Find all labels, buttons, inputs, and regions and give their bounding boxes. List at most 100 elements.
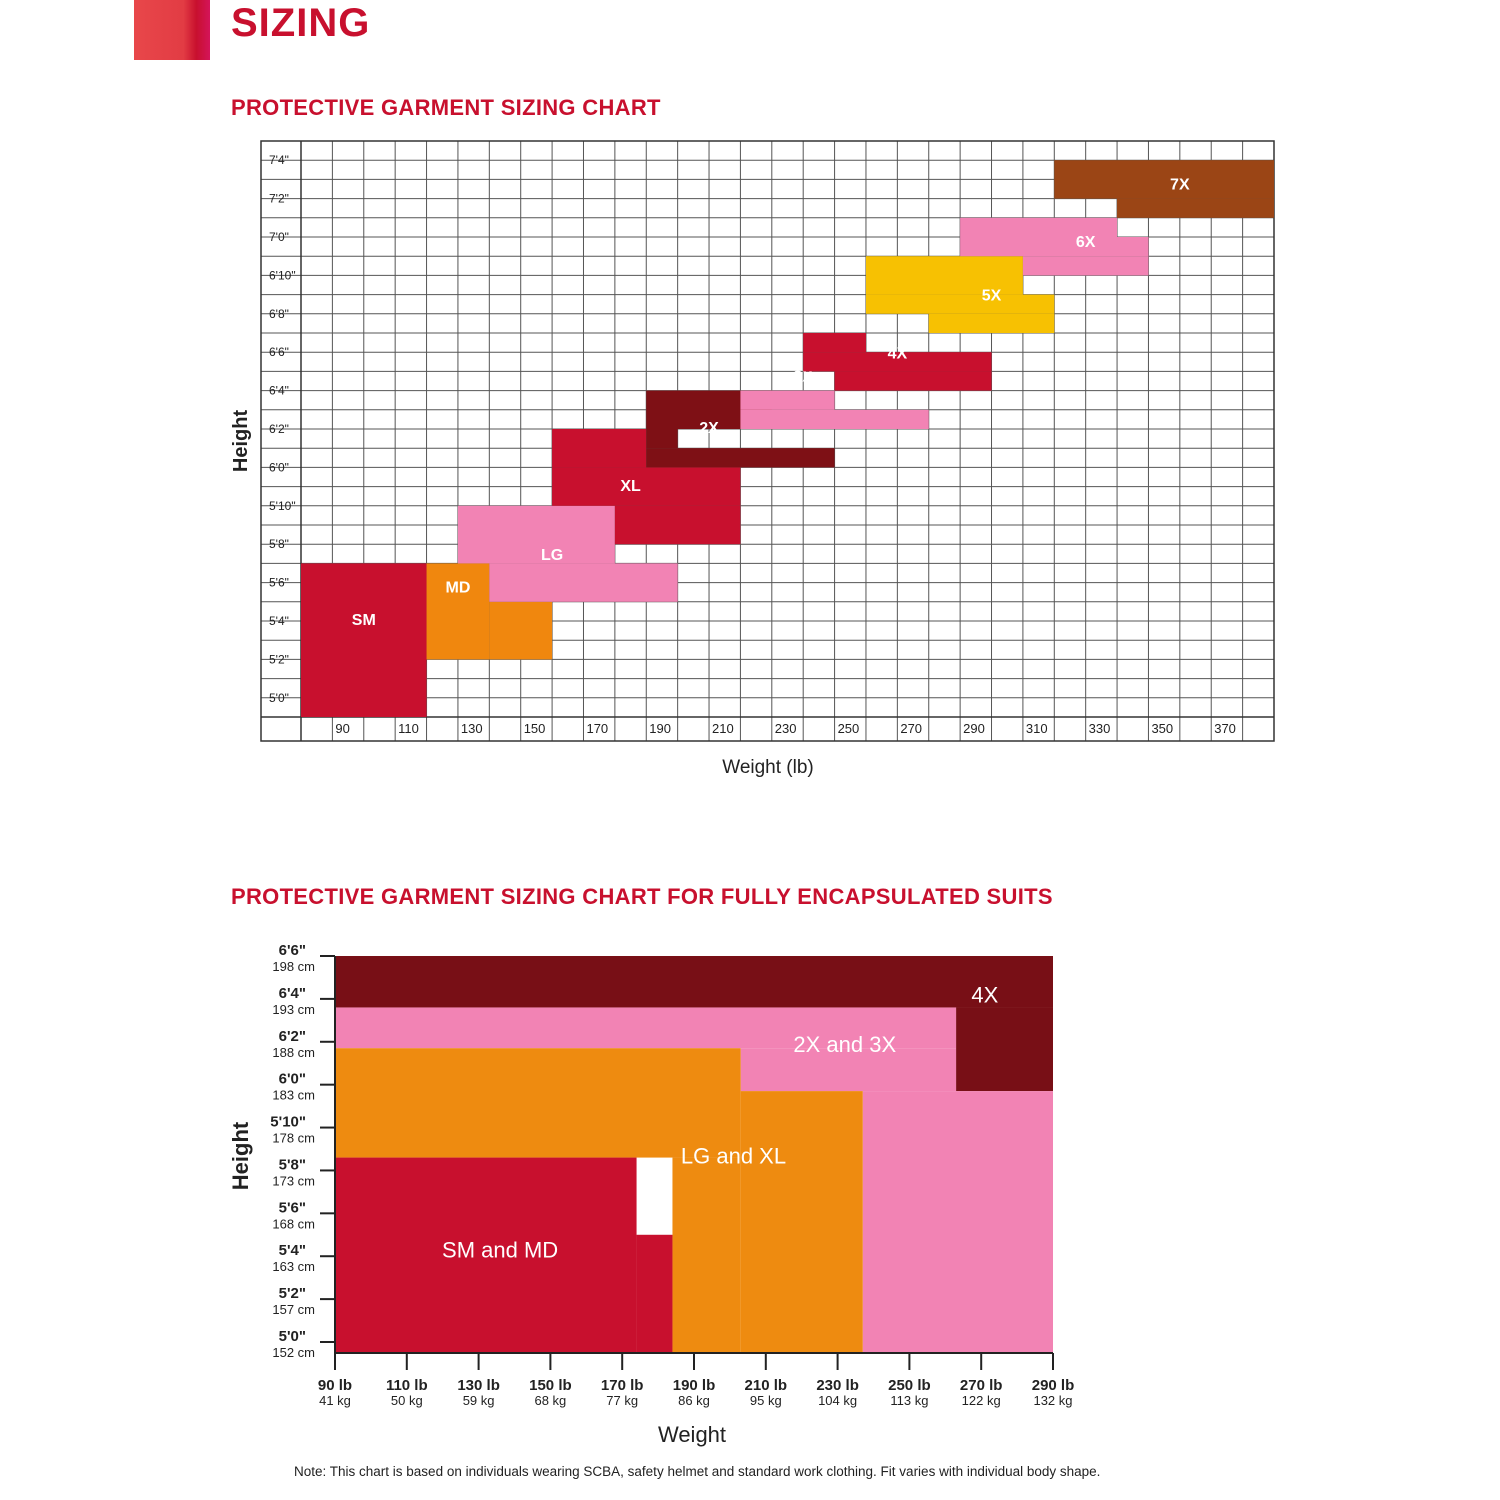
- chart-note: Note: This chart is based on individuals…: [294, 1464, 1101, 1479]
- size-block-sm-and-md: [636, 1234, 673, 1353]
- size-region-xl: XL: [552, 429, 741, 545]
- y-tick-label: 5'6": [279, 1199, 306, 1216]
- x-tick-label: 110 lb: [386, 1377, 428, 1394]
- x-tick-label: 190 lb: [673, 1377, 716, 1394]
- size-label-5x: 5X: [982, 288, 1002, 305]
- y-tick-label: 6'0": [269, 460, 289, 474]
- y-tick-label: 6'10": [269, 268, 296, 282]
- size-label-sm-and-md: SM and MD: [442, 1238, 558, 1263]
- x-tick-label: 130 lb: [457, 1377, 500, 1394]
- x-tick-sublabel: 113 kg: [890, 1393, 928, 1408]
- y-tick-label: 7'2": [269, 192, 289, 206]
- size-block-2x-and-3x: [862, 1091, 1053, 1353]
- size-label-xl: XL: [620, 478, 641, 495]
- y-tick-sublabel: 168 cm: [272, 1216, 315, 1231]
- size-region-sm: SM: [301, 563, 427, 717]
- size-block-4x: [335, 956, 1053, 1008]
- size-block-lg-and-xl: [335, 1048, 741, 1158]
- y-tick-label: 6'8": [269, 307, 289, 321]
- size-block-2x: [646, 429, 678, 449]
- size-label-2x: 2X: [699, 420, 719, 437]
- y-tick-sublabel: 183 cm: [272, 1088, 315, 1103]
- x-tick-label: 170: [586, 721, 608, 736]
- size-block-4x: [803, 333, 866, 353]
- y-tick-label: 5'0": [269, 691, 289, 705]
- y-tick-label: 6'0": [279, 1071, 306, 1088]
- y-tick-label: 6'2": [269, 422, 289, 436]
- y-tick-sublabel: 198 cm: [272, 959, 315, 974]
- size-block-7x: [1054, 160, 1274, 199]
- x-tick-sublabel: 104 kg: [818, 1393, 857, 1408]
- y-tick-label: 6'4": [279, 985, 306, 1002]
- x-tick-label: 290: [963, 721, 985, 736]
- size-region-sm-and-md: SM and MD: [335, 1157, 673, 1353]
- size-label-3x: 3X: [793, 368, 813, 385]
- x-tick-label: 210 lb: [745, 1377, 788, 1394]
- x-axis-title: Weight (lb): [722, 757, 814, 778]
- size-block-xl: [552, 429, 647, 468]
- y-axis-title: Height: [230, 410, 252, 473]
- y-tick-label: 5'4": [279, 1242, 306, 1259]
- size-block-4x: [956, 1007, 1053, 1092]
- y-tick-label: 5'2": [269, 652, 289, 666]
- x-tick-sublabel: 68 kg: [534, 1393, 566, 1408]
- section-header-block: [134, 0, 210, 60]
- x-tick-sublabel: 41 kg: [319, 1393, 351, 1408]
- x-tick-sublabel: 122 kg: [962, 1393, 1001, 1408]
- size-region-md: MD: [426, 563, 553, 660]
- x-axis-title: Weight: [658, 1422, 726, 1447]
- x-tick-label: 150: [524, 721, 546, 736]
- x-tick-label: 230: [775, 721, 797, 736]
- y-tick-sublabel: 188 cm: [272, 1045, 315, 1060]
- x-tick-label: 170 lb: [601, 1377, 644, 1394]
- x-tick-sublabel: 132 kg: [1033, 1393, 1072, 1408]
- size-region-4x: 4X: [335, 956, 1053, 1092]
- x-tick-label: 90: [335, 721, 349, 736]
- x-tick-label: 190: [649, 721, 671, 736]
- y-tick-sublabel: 157 cm: [272, 1302, 315, 1317]
- x-tick-label: 350: [1151, 721, 1173, 736]
- size-label-sm: SM: [352, 612, 376, 629]
- size-region-lg-and-xl: LG and XL: [335, 1048, 863, 1353]
- x-tick-label: 270 lb: [960, 1377, 1003, 1394]
- size-block-3x: [740, 390, 835, 410]
- y-axis-title: Height: [228, 1121, 253, 1190]
- encapsulated-sizing-chart: 4X 2X and 3X LG and XL SM and MD 5'0"152 cm 5…: [228, 942, 1074, 1447]
- size-region-2x-and-3x: 2X and 3X: [335, 1007, 1053, 1353]
- size-block-6x: [960, 217, 1118, 237]
- x-tick-sublabel: 86 kg: [678, 1393, 710, 1408]
- size-label-7x: 7X: [1170, 176, 1190, 193]
- size-label-4x: 4X: [971, 983, 998, 1008]
- size-block-sm: [301, 563, 427, 717]
- x-tick-sublabel: 77 kg: [606, 1393, 638, 1408]
- x-tick-label: 250 lb: [888, 1377, 931, 1394]
- size-block-sm-and-md: [335, 1157, 637, 1353]
- size-label-lg: LG: [541, 547, 563, 564]
- size-label-md: MD: [445, 580, 470, 597]
- size-block-5x: [865, 294, 1055, 314]
- size-block-6x: [960, 237, 1149, 257]
- chart-2-title: PROTECTIVE GARMENT SIZING CHART FOR FULL…: [231, 884, 1053, 909]
- y-tick-label: 5'8": [279, 1156, 306, 1173]
- y-tick-label: 5'8": [269, 537, 289, 551]
- x-tick-label: 110: [398, 721, 419, 736]
- x-tick-sublabel: 50 kg: [391, 1393, 423, 1408]
- x-tick-sublabel: 59 kg: [463, 1393, 495, 1408]
- y-tick-label: 5'6": [269, 576, 289, 590]
- y-tick-label: 5'0": [279, 1328, 306, 1345]
- size-block-7x: [1117, 198, 1274, 218]
- size-block-3x: [740, 409, 929, 429]
- x-tick-label: 250: [838, 721, 860, 736]
- size-block-xl: [614, 505, 741, 545]
- y-tick-label: 6'2": [279, 1028, 306, 1045]
- y-tick-label: 5'10": [270, 1114, 306, 1131]
- x-tick-label: 230 lb: [816, 1377, 859, 1394]
- y-tick-label: 6'6": [269, 345, 289, 359]
- y-tick-label: 6'6": [279, 942, 306, 959]
- y-tick-label: 6'4": [269, 384, 289, 398]
- chart-frame: [260, 140, 1275, 742]
- y-tick-label: 7'4": [269, 153, 289, 167]
- chart-1-title: PROTECTIVE GARMENT SIZING CHART: [231, 95, 661, 120]
- size-block-lg-and-xl: [740, 1091, 863, 1353]
- y-tick-label: 5'4": [269, 614, 289, 628]
